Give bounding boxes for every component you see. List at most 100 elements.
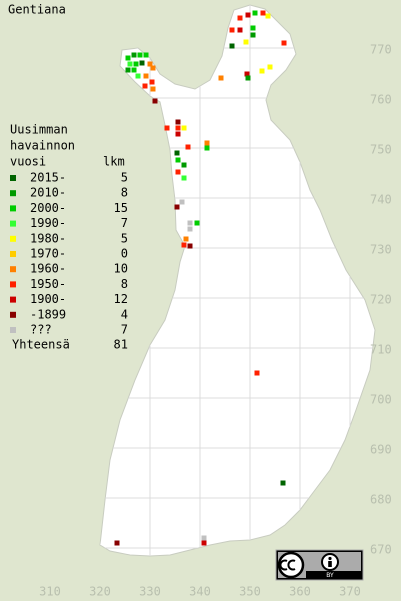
observation	[267, 64, 273, 70]
legend-heading: vuosi	[10, 155, 46, 169]
legend-heading: Uusimman	[10, 123, 68, 137]
license-badge: BY	[275, 549, 364, 581]
observation	[237, 27, 243, 33]
legend-label: 2000-	[30, 201, 66, 215]
observation	[143, 52, 149, 58]
legend-swatch	[10, 327, 16, 333]
observation	[131, 52, 137, 58]
observation	[229, 27, 235, 33]
badge-strip	[306, 571, 361, 579]
observation	[152, 98, 158, 104]
legend-label: 1960-	[30, 262, 66, 276]
x-tick-label: 360	[289, 585, 311, 599]
observation	[150, 65, 156, 71]
observation	[187, 243, 193, 249]
observation	[133, 61, 139, 67]
observation	[131, 67, 137, 73]
legend-count: 4	[121, 307, 128, 321]
legend-label: 1970-	[30, 247, 66, 261]
legend-swatch	[10, 281, 16, 288]
observation	[260, 10, 266, 16]
legend-heading: havainnon	[10, 139, 75, 153]
legend-count: 8	[121, 186, 128, 200]
observation	[149, 79, 155, 85]
legend-swatch	[10, 220, 16, 227]
legend-count: 15	[114, 201, 128, 215]
legend-swatch	[10, 266, 16, 273]
observation	[244, 71, 250, 77]
observation	[194, 220, 200, 226]
observation	[187, 226, 193, 232]
legend-label: 2010-	[30, 186, 66, 200]
y-tick-label: 730	[370, 243, 392, 257]
legend-label: 1990-	[30, 216, 66, 230]
observation	[175, 169, 181, 175]
y-tick-label: 750	[370, 143, 392, 157]
observation	[125, 55, 131, 61]
observation	[175, 157, 181, 163]
observation	[265, 13, 271, 19]
legend-count: 7	[121, 216, 128, 230]
legend-swatch	[10, 190, 16, 197]
observation	[280, 480, 286, 486]
cc-icon	[277, 551, 305, 579]
observation	[181, 175, 187, 181]
by-label: BY	[326, 572, 334, 579]
legend-label: 1980-	[30, 231, 66, 245]
observation	[281, 40, 287, 46]
legend-swatch	[10, 296, 16, 303]
observation	[143, 73, 149, 79]
y-tick-label: 690	[370, 443, 392, 457]
observation	[245, 75, 251, 81]
observation	[245, 12, 251, 18]
legend-count: 8	[121, 277, 128, 291]
observation	[243, 39, 249, 45]
y-tick-label: 670	[370, 543, 392, 557]
y-tick-label: 770	[370, 43, 392, 57]
legend-total-label: Yhteensä	[12, 338, 70, 352]
observation	[135, 73, 141, 79]
observation	[125, 67, 131, 73]
y-tick-label: 740	[370, 193, 392, 207]
observation	[164, 125, 170, 131]
observation	[237, 15, 243, 21]
observation	[201, 540, 207, 546]
observation	[254, 370, 260, 376]
observations	[114, 10, 287, 546]
y-tick-label: 710	[370, 343, 392, 357]
observation	[127, 61, 133, 67]
legend-swatch	[10, 175, 16, 181]
observation	[204, 140, 210, 146]
y-tick-label: 720	[370, 293, 392, 307]
cc-glyph	[279, 559, 296, 571]
observation	[147, 61, 153, 67]
observation	[252, 10, 258, 16]
x-tick-label: 350	[239, 585, 261, 599]
by-body	[328, 561, 332, 567]
observation	[181, 162, 187, 168]
legend-count: 5	[121, 171, 128, 185]
observation	[250, 32, 256, 38]
x-tick-label: 310	[39, 585, 61, 599]
observation	[114, 540, 120, 546]
legend-label: 1900-	[30, 292, 66, 306]
legend-swatch	[10, 251, 16, 257]
legend-count: 10	[114, 262, 128, 276]
observation	[201, 535, 207, 541]
title: Gentiana	[8, 3, 66, 17]
observation	[150, 86, 156, 92]
observation	[218, 75, 224, 81]
legend-label: 1950-	[30, 277, 66, 291]
observation	[204, 145, 210, 151]
legend-count: 0	[121, 247, 128, 261]
observation	[181, 125, 187, 131]
observation	[175, 131, 181, 137]
x-tick-label: 340	[189, 585, 211, 599]
observation	[175, 119, 181, 125]
legend-swatch	[10, 235, 16, 242]
legend: Uusimman havainnon vuosi lkm 2015- 5 2010- 8 200…	[10, 123, 128, 352]
legend-total: 81	[114, 338, 128, 352]
legend-swatch	[10, 311, 16, 318]
